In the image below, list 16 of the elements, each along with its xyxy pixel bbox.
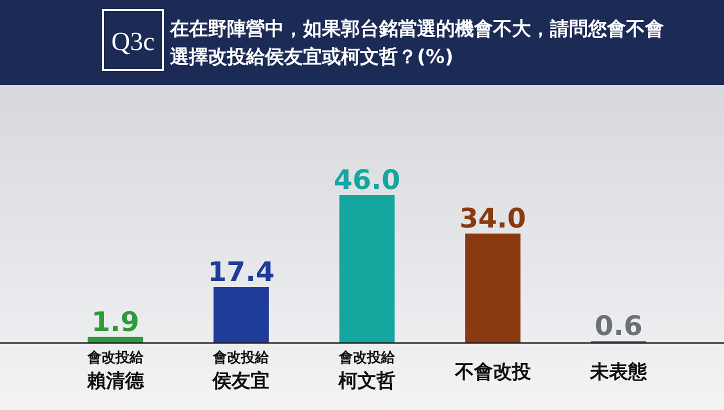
chart-title: 在在野陣營中，如果郭台銘當選的機會不大，請問您會不會選擇改投給侯友宜或柯文哲？(%) [169,18,664,68]
data-label: 34.0 [459,204,526,235]
x-tick-label: 未表態 [589,361,648,383]
x-tick-label: 會改投給賴清德 [86,350,145,392]
x-tick-label: 會改投給柯文哲 [338,350,396,392]
bar [339,195,395,343]
data-label: 0.6 [594,311,643,342]
data-label: 17.4 [208,257,275,288]
data-label: 1.9 [91,306,140,338]
bar [214,287,269,343]
bar [88,336,144,343]
x-tick-label: 不會改投 [454,361,532,383]
x-tick-label: 會改投給侯友宜 [212,350,270,392]
text: Q3c [111,27,155,56]
data-label: 46.0 [334,165,400,196]
bar [465,234,520,343]
